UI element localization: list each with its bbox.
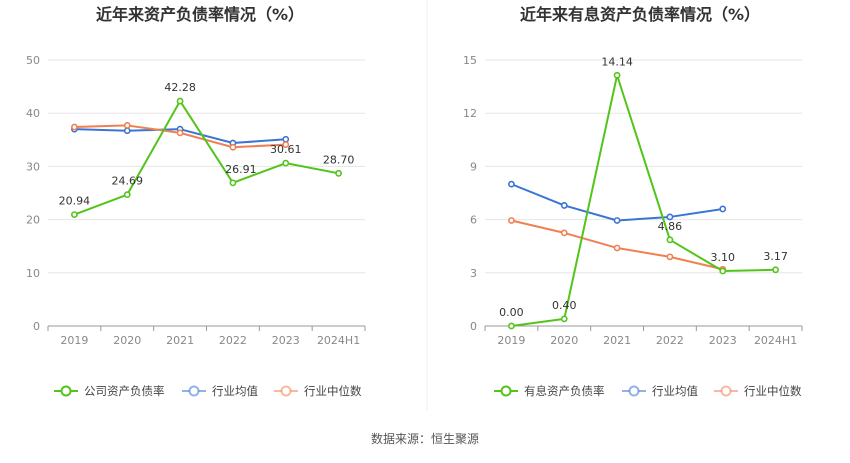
data-point[interactable] xyxy=(176,129,184,137)
x-tick-label: 2024H1 xyxy=(317,334,360,347)
data-point[interactable] xyxy=(71,211,78,218)
x-tick-label: 2021 xyxy=(603,334,631,347)
data-label: 30.61 xyxy=(270,143,302,156)
x-tick-label: 2021 xyxy=(166,334,194,347)
data-label: 28.70 xyxy=(323,153,355,166)
legend-marker xyxy=(720,385,732,397)
data-point[interactable] xyxy=(123,127,131,135)
x-tick-label: 2020 xyxy=(550,334,578,347)
data-label: 20.94 xyxy=(59,195,91,208)
data-point[interactable] xyxy=(719,267,727,275)
data-point[interactable] xyxy=(666,213,674,221)
x-tick-label: 2022 xyxy=(219,334,247,347)
data-point[interactable] xyxy=(123,191,131,199)
data-label: 3.17 xyxy=(763,250,788,263)
data-point[interactable] xyxy=(560,229,568,237)
data-point[interactable] xyxy=(282,159,290,167)
data-point[interactable] xyxy=(176,97,184,105)
y-tick-label: 9 xyxy=(470,160,477,173)
data-label: 42.28 xyxy=(164,81,196,94)
y-tick-label: 15 xyxy=(463,54,477,67)
data-label: 0.40 xyxy=(552,299,577,312)
chart-left: 近年来资产负债率情况（%） 0 10 20 30 40 50 2019 2020 2021 2022… xyxy=(26,5,366,398)
y-tick-label: 0 xyxy=(33,320,40,333)
chart-right: 近年来有息资产负债率情况（%） 0 3 6 9 12 15 2019 2020 2021 2022 2… xyxy=(463,5,803,398)
legend-item[interactable]: 有息资产负债率 xyxy=(494,384,605,398)
y-tick-label: 50 xyxy=(26,54,40,67)
legend-marker xyxy=(280,385,292,397)
legend-label: 行业中位数 xyxy=(744,384,802,398)
legend-marker xyxy=(188,385,200,397)
data-label: 24.69 xyxy=(112,175,144,188)
data-point[interactable] xyxy=(666,253,674,261)
data-label: 26.91 xyxy=(225,163,257,176)
x-tick-label: 2019 xyxy=(497,334,525,347)
data-point[interactable] xyxy=(772,266,779,274)
legend-label: 公司资产负债率 xyxy=(84,384,165,398)
data-label: 14.14 xyxy=(601,55,633,68)
data-point[interactable] xyxy=(560,315,568,323)
source-label: 数据来源：恒生聚源 xyxy=(371,431,479,446)
data-label: 0.00 xyxy=(499,306,524,319)
data-point[interactable] xyxy=(335,169,342,177)
data-point[interactable] xyxy=(613,71,621,79)
data-point[interactable] xyxy=(666,236,674,244)
series-line xyxy=(511,74,776,327)
series-line xyxy=(511,183,723,222)
data-label: 3.10 xyxy=(711,251,736,264)
x-tick-label: 2019 xyxy=(60,334,88,347)
legend-marker xyxy=(60,385,72,397)
series-line xyxy=(74,100,339,216)
data-point[interactable] xyxy=(508,217,515,224)
data-point[interactable] xyxy=(123,122,131,129)
data-point[interactable] xyxy=(508,180,515,188)
x-tick-label: 2023 xyxy=(272,334,300,347)
legend-label: 行业均值 xyxy=(212,384,258,398)
y-tick-label: 12 xyxy=(463,107,477,120)
legend-marker xyxy=(500,385,512,397)
legend-item[interactable]: 行业中位数 xyxy=(274,384,362,398)
data-point[interactable] xyxy=(282,141,290,148)
data-point[interactable] xyxy=(229,179,237,187)
y-tick-label: 30 xyxy=(26,160,40,173)
legend-marker xyxy=(628,385,640,397)
y-tick-label: 0 xyxy=(470,320,477,333)
y-tick-label: 40 xyxy=(26,107,40,120)
y-tick-label: 10 xyxy=(26,267,40,280)
x-tick-label: 2024H1 xyxy=(754,334,797,347)
x-tick-label: 2023 xyxy=(709,334,737,347)
y-tick-label: 6 xyxy=(470,214,477,227)
data-point[interactable] xyxy=(560,202,568,209)
legend-item[interactable]: 行业均值 xyxy=(622,384,698,398)
data-point[interactable] xyxy=(71,123,78,131)
data-point[interactable] xyxy=(282,135,290,143)
x-tick-label: 2020 xyxy=(113,334,141,347)
data-point[interactable] xyxy=(613,244,621,252)
legend-label: 有息资产负债率 xyxy=(524,384,605,398)
data-label: 4.86 xyxy=(658,220,683,233)
y-tick-label: 20 xyxy=(26,214,40,227)
chart-title: 近年来资产负债率情况（%） xyxy=(96,5,304,24)
legend-item[interactable]: 公司资产负债率 xyxy=(54,384,165,398)
data-point[interactable] xyxy=(719,205,727,213)
legend-label: 行业均值 xyxy=(652,384,698,398)
data-point[interactable] xyxy=(508,322,515,330)
legend-label: 行业中位数 xyxy=(304,384,362,398)
data-point[interactable] xyxy=(229,143,237,151)
chart-title: 近年来有息资产负债率情况（%） xyxy=(520,5,760,24)
legend-item[interactable]: 行业均值 xyxy=(182,384,258,398)
legend-item[interactable]: 行业中位数 xyxy=(714,384,802,398)
data-point[interactable] xyxy=(613,217,621,224)
y-tick-label: 3 xyxy=(470,267,477,280)
x-tick-label: 2022 xyxy=(656,334,684,347)
